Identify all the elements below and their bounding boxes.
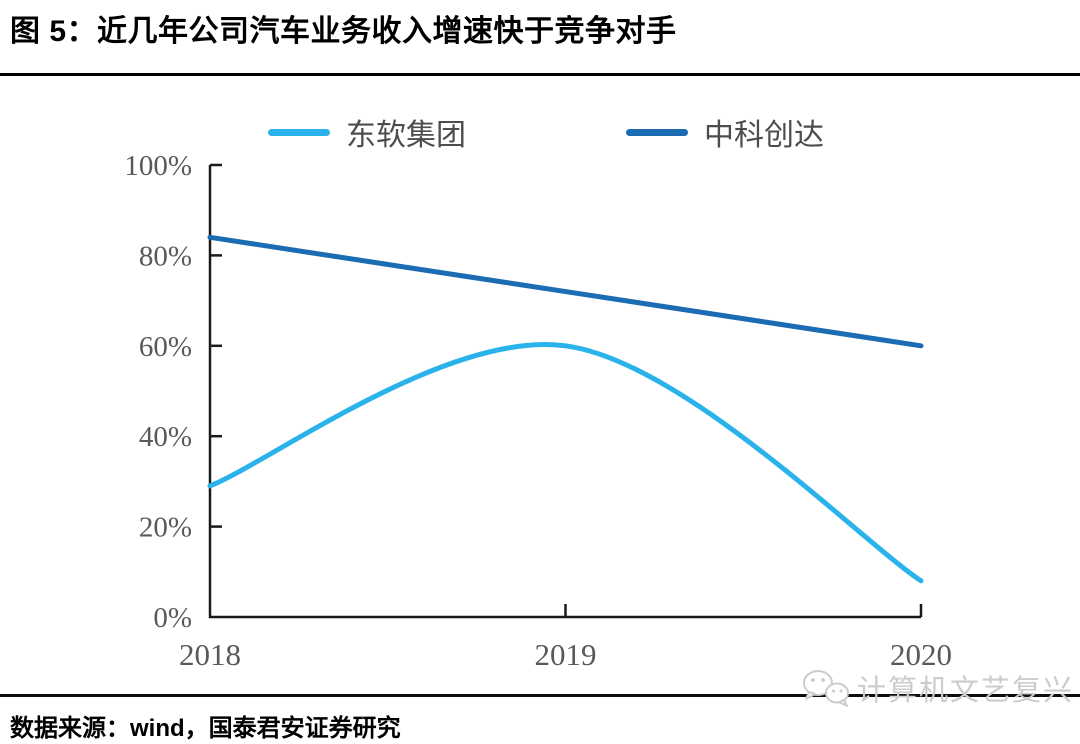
source-line: 数据来源：wind，国泰君安证券研究 — [10, 715, 401, 742]
y-axis-label: 40% — [139, 421, 192, 453]
axis-lines — [208, 165, 921, 619]
legend-item-neusoft: 东软集团 — [268, 112, 466, 152]
legend-swatch-neusoft — [268, 128, 330, 136]
x-axis-label: 2019 — [535, 637, 597, 672]
figure-title: 图 5：近几年公司汽车业务收入增速快于竞争对手 — [10, 15, 677, 48]
series-line-1 — [207, 234, 924, 349]
watermark: 计算机文艺复兴 — [801, 668, 1074, 708]
y-axis-label: 0% — [153, 602, 192, 634]
chart-legend: 东软集团 中科创达 — [0, 112, 1080, 152]
y-axis-label: 100% — [124, 150, 192, 182]
series-line-0 — [207, 342, 924, 584]
x-axis-label: 2018 — [179, 637, 241, 672]
title-divider — [0, 73, 1080, 76]
y-axis-label: 60% — [139, 331, 192, 363]
legend-label-thundersoft: 中科创达 — [704, 119, 824, 152]
legend-item-thundersoft: 中科创达 — [626, 112, 824, 152]
legend-label-neusoft: 东软集团 — [346, 119, 466, 152]
legend-swatch-thundersoft — [626, 128, 688, 136]
footer-divider — [0, 694, 1080, 697]
x-axis-label: 2020 — [890, 637, 952, 672]
y-axis-label: 80% — [139, 240, 192, 272]
watermark-text: 计算机文艺复兴 — [856, 675, 1074, 707]
y-axis-label: 20% — [139, 512, 192, 544]
wechat-icon — [802, 670, 849, 707]
